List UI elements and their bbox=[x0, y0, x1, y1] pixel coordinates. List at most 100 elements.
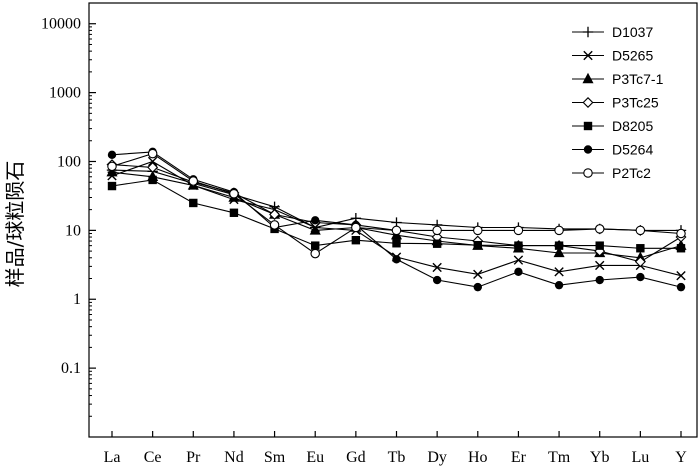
data-point bbox=[595, 260, 605, 271]
data-point bbox=[594, 224, 605, 234]
data-point bbox=[229, 189, 239, 199]
data-point bbox=[554, 225, 564, 236]
data-point bbox=[554, 267, 564, 277]
legend-marker bbox=[582, 97, 594, 108]
x-tick-label: Ho bbox=[468, 449, 488, 466]
legend-marker bbox=[582, 26, 594, 38]
x-tick-label: Ce bbox=[144, 449, 162, 466]
x-axis: La Ce Pr Nd Sm Eu Gd Tb Dy Ho Er Tm Yb Lu Y bbox=[104, 431, 687, 466]
x-tick-label: La bbox=[104, 449, 121, 466]
data-point bbox=[676, 270, 686, 281]
data-point bbox=[553, 246, 565, 258]
x-tick-label: Sm bbox=[264, 449, 286, 466]
data-point bbox=[107, 181, 117, 191]
y-tick-label: 1000 bbox=[49, 85, 81, 102]
data-point bbox=[310, 248, 320, 259]
x-tick-label: Eu bbox=[306, 449, 324, 466]
data-point bbox=[107, 161, 117, 172]
data-point bbox=[311, 241, 320, 250]
legend-item: D5265 bbox=[572, 48, 653, 64]
y-tick-label: 100 bbox=[57, 153, 81, 170]
data-point bbox=[188, 176, 199, 186]
data-point bbox=[554, 241, 564, 250]
data-point bbox=[147, 161, 159, 173]
data-point bbox=[473, 269, 483, 280]
x-tick-label: Er bbox=[511, 449, 527, 466]
legend-marker bbox=[582, 72, 594, 84]
legend-marker bbox=[583, 168, 593, 178]
x-tick-label: Dy bbox=[427, 449, 447, 466]
data-point bbox=[513, 255, 524, 265]
data-point bbox=[473, 282, 482, 292]
legend-item: P3Tc25 bbox=[572, 95, 659, 111]
data-point bbox=[634, 256, 646, 268]
legend-label: D5264 bbox=[612, 142, 653, 158]
legend-marker bbox=[583, 145, 593, 154]
data-point bbox=[392, 239, 401, 248]
data-point bbox=[269, 209, 281, 220]
legend-label: D5265 bbox=[612, 48, 653, 64]
x-tick-label: Nd bbox=[224, 449, 244, 466]
legend-label: D1037 bbox=[612, 24, 653, 40]
legend: D1037 D5265 P3Tc7-1 P3Tc25 D8205 D5264 P2Tc2 bbox=[572, 24, 664, 181]
data-point bbox=[636, 272, 645, 282]
data-point bbox=[148, 175, 157, 185]
data-point bbox=[392, 255, 401, 264]
y-axis: 0.1 1 10 100 1000 10000 bbox=[41, 16, 96, 417]
legend-item: D8205 bbox=[572, 118, 653, 134]
data-point bbox=[351, 222, 361, 233]
data-point bbox=[107, 150, 117, 160]
data-point bbox=[432, 239, 442, 248]
legend-item: P2Tc2 bbox=[572, 165, 651, 181]
data-point bbox=[311, 216, 320, 225]
legend-item: D1037 bbox=[572, 24, 653, 40]
data-point bbox=[595, 275, 604, 285]
y-tick-label: 10 bbox=[65, 222, 81, 239]
data-point bbox=[189, 198, 198, 208]
x-tick-label: Gd bbox=[346, 449, 366, 466]
legend-label: P3Tc25 bbox=[612, 95, 659, 111]
legend-item: D5264 bbox=[572, 142, 653, 158]
x-tick-label: Tb bbox=[388, 449, 406, 466]
data-point bbox=[514, 241, 523, 250]
x-tick-label: Lu bbox=[631, 449, 649, 466]
x-tick-label: Yb bbox=[590, 449, 610, 466]
data-point bbox=[432, 275, 442, 285]
x-tick-label: Pr bbox=[186, 449, 201, 466]
data-point bbox=[309, 224, 321, 235]
data-point bbox=[147, 156, 158, 167]
data-point bbox=[106, 165, 118, 177]
legend-marker bbox=[583, 50, 593, 61]
legend-item: P3Tc7-1 bbox=[572, 71, 664, 87]
data-point bbox=[147, 148, 158, 159]
data-point bbox=[514, 267, 523, 277]
data-point bbox=[269, 220, 280, 230]
data-point bbox=[513, 225, 524, 236]
data-point bbox=[473, 225, 483, 236]
data-point bbox=[473, 240, 482, 250]
series-P2Tc2 bbox=[107, 148, 686, 259]
legend-label: P3Tc7-1 bbox=[612, 71, 664, 87]
data-point bbox=[391, 225, 402, 236]
series-layer bbox=[106, 147, 687, 292]
x-tick-label: Y bbox=[675, 449, 687, 466]
y-axis-title: 样品/球粒陨石 bbox=[3, 161, 27, 288]
legend-label: D8205 bbox=[612, 118, 653, 134]
legend-marker bbox=[583, 121, 593, 131]
plot-frame bbox=[88, 2, 698, 438]
data-point bbox=[229, 208, 239, 217]
y-tick-label: 1 bbox=[73, 291, 81, 308]
y-tick-label: 10000 bbox=[41, 16, 81, 33]
data-point bbox=[635, 225, 646, 236]
data-point bbox=[676, 228, 686, 239]
legend-label: P2Tc2 bbox=[612, 165, 651, 181]
data-point bbox=[595, 241, 604, 250]
data-point bbox=[676, 244, 686, 253]
data-point bbox=[636, 244, 645, 253]
data-point bbox=[351, 235, 361, 245]
data-point bbox=[432, 225, 442, 236]
data-point bbox=[432, 262, 442, 273]
x-tick-label: Tm bbox=[548, 449, 571, 466]
data-point bbox=[676, 282, 686, 292]
